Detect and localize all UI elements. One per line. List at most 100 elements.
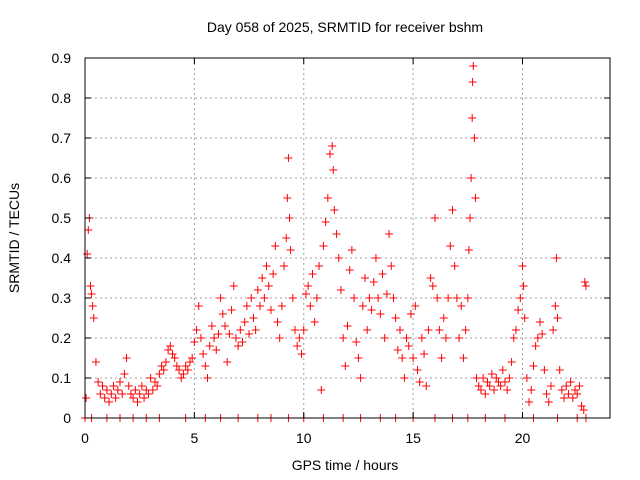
data-point bbox=[221, 322, 229, 330]
data-point bbox=[382, 290, 391, 298]
data-point bbox=[113, 386, 122, 394]
data-point bbox=[417, 334, 426, 342]
data-point bbox=[544, 398, 553, 406]
data-point bbox=[538, 330, 547, 338]
data-point bbox=[277, 302, 286, 310]
data-point bbox=[283, 194, 292, 202]
data-point bbox=[341, 362, 350, 370]
data-point bbox=[214, 330, 223, 338]
data-point bbox=[131, 386, 140, 394]
data-point bbox=[148, 386, 157, 394]
data-point bbox=[135, 390, 144, 398]
data-point bbox=[371, 254, 380, 262]
data-point bbox=[86, 282, 95, 290]
data-point bbox=[334, 254, 343, 262]
data-points bbox=[81, 62, 590, 422]
data-point bbox=[343, 322, 352, 330]
data-point bbox=[492, 374, 501, 382]
y-axis-label: SRMTID / TECUs bbox=[6, 183, 22, 293]
data-point bbox=[459, 354, 468, 362]
data-point bbox=[297, 350, 306, 358]
data-point bbox=[339, 334, 348, 342]
data-point bbox=[266, 306, 275, 314]
data-point bbox=[358, 302, 367, 310]
data-point bbox=[329, 166, 338, 174]
data-point bbox=[428, 282, 437, 290]
data-point bbox=[406, 310, 415, 318]
data-point bbox=[568, 394, 577, 402]
x-tick-label: 20 bbox=[515, 430, 531, 446]
data-point bbox=[518, 262, 527, 270]
data-point bbox=[435, 326, 444, 334]
data-point bbox=[437, 354, 446, 362]
data-point bbox=[483, 378, 492, 386]
data-point bbox=[520, 314, 529, 322]
data-point bbox=[153, 382, 162, 390]
data-point bbox=[557, 386, 566, 394]
data-point bbox=[464, 246, 473, 254]
data-point bbox=[527, 386, 536, 394]
data-point bbox=[444, 294, 453, 302]
data-point bbox=[531, 342, 540, 350]
data-point bbox=[170, 354, 179, 362]
data-point bbox=[190, 338, 199, 346]
data-point bbox=[455, 334, 464, 342]
data-point bbox=[286, 246, 295, 254]
data-point bbox=[168, 350, 177, 358]
data-point bbox=[507, 358, 516, 366]
data-point bbox=[387, 262, 396, 270]
data-point bbox=[487, 370, 496, 378]
data-point bbox=[308, 270, 317, 278]
data-point bbox=[448, 206, 457, 214]
data-point bbox=[367, 306, 376, 314]
data-point bbox=[450, 262, 459, 270]
y-tick-label: 0.5 bbox=[52, 210, 72, 226]
data-point bbox=[94, 378, 103, 386]
x-axis-label: GPS time / hours bbox=[292, 457, 399, 473]
data-point bbox=[439, 314, 448, 322]
data-point bbox=[151, 378, 159, 386]
data-point bbox=[321, 218, 330, 226]
data-point bbox=[441, 334, 450, 342]
data-point bbox=[413, 366, 422, 374]
data-point bbox=[490, 386, 499, 394]
data-point bbox=[474, 382, 483, 390]
data-point bbox=[393, 346, 402, 354]
y-tick-label: 0.3 bbox=[52, 290, 72, 306]
data-point bbox=[288, 294, 297, 302]
data-point bbox=[369, 278, 378, 286]
axis-ticks bbox=[84, 57, 610, 419]
data-point bbox=[514, 306, 523, 314]
data-point bbox=[498, 366, 507, 374]
data-point bbox=[201, 362, 210, 370]
data-point bbox=[251, 326, 260, 334]
data-point bbox=[433, 294, 442, 302]
plot-frame bbox=[84, 57, 611, 419]
data-point bbox=[166, 342, 175, 350]
data-point bbox=[245, 330, 254, 338]
data-point bbox=[496, 382, 505, 390]
data-point bbox=[164, 346, 173, 354]
data-point bbox=[575, 382, 584, 390]
data-point bbox=[519, 282, 528, 290]
data-point bbox=[225, 330, 234, 338]
data-point bbox=[100, 394, 109, 402]
data-point bbox=[137, 382, 146, 390]
data-point bbox=[365, 294, 374, 302]
data-point bbox=[579, 406, 588, 414]
data-point bbox=[400, 374, 409, 382]
data-point bbox=[468, 78, 477, 86]
data-point bbox=[402, 334, 411, 342]
data-point bbox=[551, 302, 560, 310]
data-point bbox=[466, 214, 474, 222]
data-point bbox=[124, 382, 133, 390]
data-point bbox=[91, 358, 100, 366]
data-point bbox=[468, 114, 477, 122]
data-point bbox=[330, 206, 339, 214]
data-point bbox=[452, 294, 461, 302]
data-point bbox=[83, 250, 92, 258]
x-tick-label: 10 bbox=[296, 430, 312, 446]
data-point bbox=[323, 194, 332, 202]
data-point bbox=[332, 230, 341, 238]
grid bbox=[85, 58, 610, 418]
